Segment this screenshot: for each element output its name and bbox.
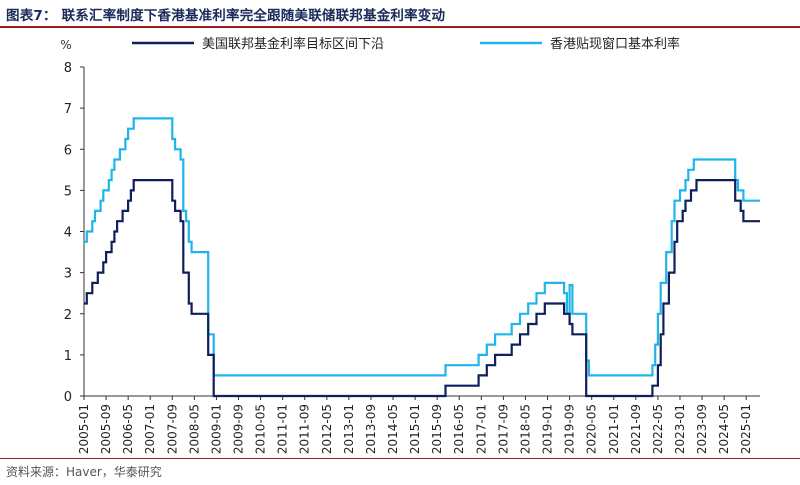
legend: 美国联邦基金利率目标区间下沿 香港贴现窗口基本利率 [132, 36, 680, 52]
x-tick-label: 2019-01 [541, 404, 555, 454]
x-tick-label: 2012-05 [320, 404, 334, 454]
series-lines [84, 117, 760, 398]
series-line-2 [84, 117, 760, 377]
y-tick-label: 8 [64, 61, 72, 76]
x-tick-label: 2006-05 [121, 404, 135, 454]
series-line-1 [84, 179, 760, 398]
x-tick-label: 2022-05 [651, 404, 665, 454]
x-tick-label: 2023-01 [673, 404, 687, 454]
y-axis-unit-label: % [60, 38, 71, 52]
x-tick-label: 2024-05 [717, 404, 731, 454]
x-tick-label: 2013-01 [342, 404, 356, 454]
x-tick-label: 2007-01 [143, 404, 157, 454]
y-axis: 0 1 2 3 4 5 6 7 8 [64, 61, 85, 405]
y-tick-label: 2 [64, 308, 72, 323]
x-tick-label: 2015-09 [430, 404, 444, 454]
x-tick-label: 2014-05 [386, 404, 400, 454]
source-note: 资料来源：Haver，华泰研究 [6, 465, 162, 479]
x-tick-label: 2017-01 [474, 404, 488, 454]
x-tick-label: 2011-09 [298, 404, 312, 454]
x-tick-label: 2007-09 [165, 404, 179, 454]
x-tick-label: 2010-05 [254, 404, 268, 454]
x-tick-label: 2025-01 [739, 404, 753, 454]
x-tick-label: 2005-09 [99, 404, 113, 454]
x-tick-label: 2015-01 [408, 404, 422, 454]
x-tick-label: 2019-09 [563, 404, 577, 454]
x-tick-label: 2023-09 [695, 404, 709, 454]
y-tick-label: 6 [64, 143, 72, 158]
y-tick-label: 0 [64, 390, 72, 405]
x-axis: 2005-01 2005-09 2006-05 2007-01 2007-09 2008-… [77, 395, 760, 454]
y-tick-label: 3 [64, 267, 72, 282]
y-tick-label: 5 [64, 184, 72, 199]
x-tick-label: 2008-05 [187, 404, 201, 454]
x-tick-label: 2005-01 [77, 404, 91, 454]
y-tick-label: 4 [64, 226, 72, 241]
x-tick-label: 2013-09 [364, 404, 378, 454]
x-tick-label: 2018-05 [518, 404, 532, 454]
y-tick-label: 7 [64, 102, 72, 117]
figure-title: 图表7： 联系汇率制度下香港基准利率完全跟随美联储联邦基金利率变动 [6, 8, 446, 24]
x-tick-label: 2011-01 [276, 404, 290, 454]
footer-rule [0, 458, 800, 459]
x-tick-label: 2020-05 [585, 404, 599, 454]
legend-label-2: 香港贴现窗口基本利率 [550, 36, 680, 52]
x-tick-label: 2017-09 [496, 404, 510, 454]
x-tick-label: 2016-05 [452, 404, 466, 454]
x-tick-label: 2009-09 [232, 404, 246, 454]
legend-label-1: 美国联邦基金利率目标区间下沿 [202, 36, 384, 52]
y-tick-label: 1 [64, 349, 72, 364]
x-tick-label: 2021-09 [629, 404, 643, 454]
x-tick-label: 2021-01 [607, 404, 621, 454]
title-rule [0, 26, 800, 28]
x-tick-label: 2009-01 [209, 404, 223, 454]
